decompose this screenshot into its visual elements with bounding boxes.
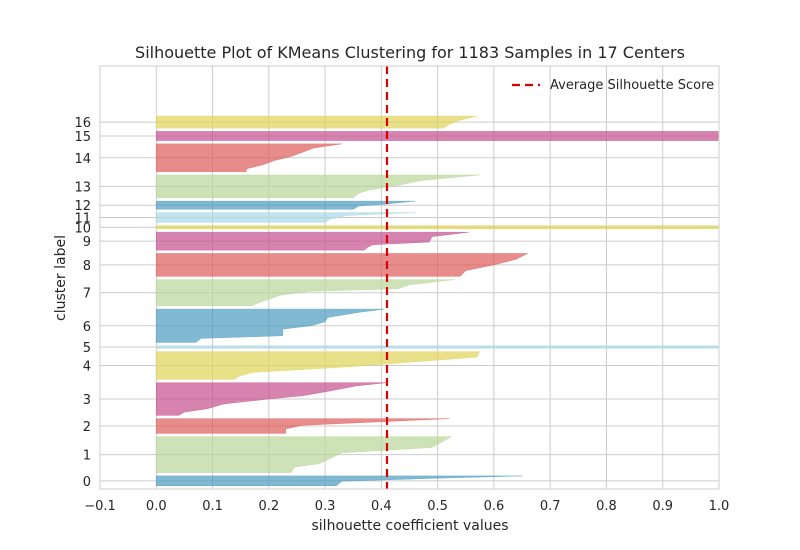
x-tick-label: 1.0 [709,499,730,514]
y-tick-label: 16 [74,116,91,131]
y-tick-label: 1 [83,449,91,464]
legend-average-label: Average Silhouette Score [550,78,714,93]
y-tick-label: 14 [74,152,91,167]
x-axis-ticks: −0.1 0.0 0.1 0.2 0.3 0.4 0.5 0.6 0.7 0.8 0.9 1.0 [84,499,729,514]
x-tick-label: 0.0 [146,499,167,514]
x-tick-label: 0.2 [258,499,279,514]
y-tick-label: 6 [83,320,91,335]
cluster-silhouette-5 [156,345,720,349]
cluster-silhouette-6 [156,308,385,343]
y-tick-label: 15 [74,130,91,145]
y-tick-label: 12 [74,199,91,214]
cluster-silhouette-1 [156,436,452,473]
y-tick-label: 7 [83,287,91,302]
cluster-silhouette-15 [156,131,720,141]
cluster-silhouette-0 [156,475,523,486]
cluster-silhouette-3 [156,382,388,416]
cluster-silhouette-2 [156,418,449,434]
y-tick-label: 2 [83,420,91,435]
x-tick-label: 0.7 [540,499,561,514]
cluster-silhouette-13 [156,174,480,199]
x-tick-label: −0.1 [84,499,116,514]
x-tick-label: 0.6 [484,499,505,514]
plot-frame [99,65,720,490]
legend: Average Silhouette Score [512,78,714,93]
cluster-silhouette-7 [156,279,455,307]
x-tick-label: 0.3 [315,499,336,514]
y-axis-title: cluster label [53,235,69,321]
cluster-silhouette-10 [156,225,720,230]
cluster-silhouette-9 [156,231,469,251]
y-tick-label: 10 [74,221,91,236]
y-tick-label: 0 [83,475,91,490]
y-tick-label: 8 [83,259,91,274]
y-tick-label: 4 [83,360,91,375]
x-tick-label: 0.8 [596,499,617,514]
cluster-silhouette-16 [156,115,478,129]
x-tick-label: 0.4 [371,499,392,514]
y-tick-label: 5 [83,341,91,356]
y-tick-label: 9 [83,235,91,250]
chart-title: Silhouette Plot of KMeans Clustering for… [135,43,685,62]
cluster-silhouette-8 [156,253,528,277]
x-axis-title: silhouette coefficient values [312,518,509,534]
x-tick-label: 0.1 [202,499,223,514]
y-tick-label: 13 [74,180,91,195]
y-tick-label: 11 [74,211,91,226]
cluster-silhouette-11 [156,212,416,223]
cluster-silhouettes [156,115,720,486]
x-tick-label: 0.5 [427,499,448,514]
x-tick-label: 0.9 [652,499,673,514]
cluster-silhouette-14 [156,143,343,172]
y-tick-label: 3 [83,393,91,408]
cluster-silhouette-4 [156,351,481,380]
